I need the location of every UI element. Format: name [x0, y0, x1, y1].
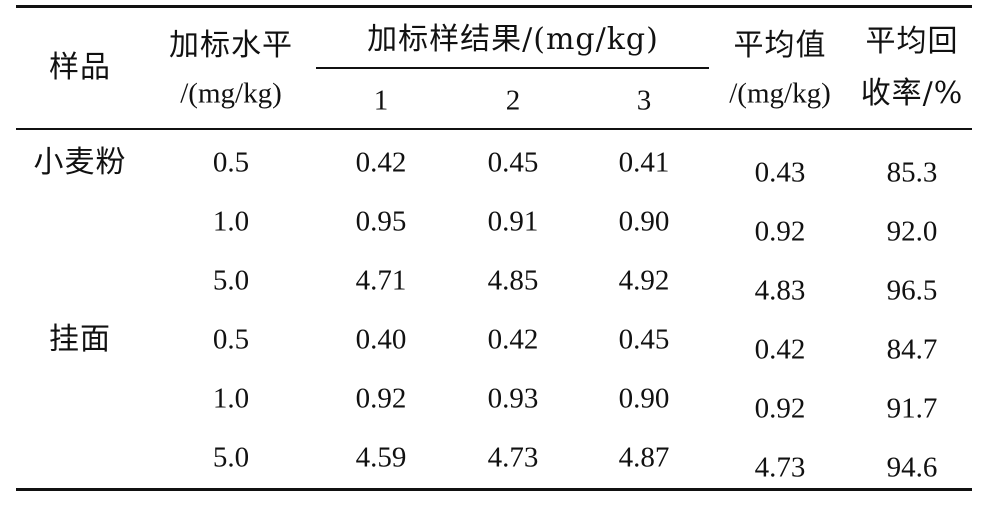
- header-replicate-3: 3: [637, 87, 652, 116]
- cell-replicate-3: 0.90: [619, 385, 670, 414]
- cell-spike-level: 1.0: [213, 208, 249, 237]
- group-rule: [316, 67, 709, 69]
- cell-replicate-3: 0.41: [619, 149, 670, 178]
- cell-sample: 小麦粉: [34, 148, 127, 178]
- cell-replicate-2: 0.45: [488, 149, 539, 178]
- cell-replicate-2: 0.91: [488, 208, 539, 237]
- cell-replicate-2: 0.93: [488, 385, 539, 414]
- cell-replicate-3: 0.45: [619, 326, 670, 355]
- cell-recovery: 92.0: [887, 218, 938, 247]
- header-replicate-1: 1: [374, 87, 389, 116]
- cell-replicate-2: 0.42: [488, 326, 539, 355]
- cell-mean: 0.92: [755, 395, 806, 424]
- header-mean-unit: /(mg/kg): [729, 80, 831, 109]
- header-recovery-unit: 收率/%: [861, 79, 964, 109]
- header-recovery: 平均回: [866, 27, 959, 57]
- cell-recovery: 85.3: [887, 159, 938, 188]
- cell-replicate-1: 4.71: [356, 267, 407, 296]
- cell-mean: 0.42: [755, 336, 806, 365]
- cell-mean: 4.73: [755, 454, 806, 483]
- cell-recovery: 91.7: [887, 395, 938, 424]
- header-replicate-2: 2: [506, 87, 521, 116]
- header-spike-level: 加标水平: [169, 31, 293, 61]
- cell-replicate-2: 4.73: [488, 444, 539, 473]
- bottom-rule: [16, 488, 972, 491]
- cell-replicate-1: 0.95: [356, 208, 407, 237]
- cell-replicate-1: 0.40: [356, 326, 407, 355]
- cell-spike-level: 1.0: [213, 385, 249, 414]
- header-spike-level-unit: /(mg/kg): [180, 80, 282, 109]
- cell-spike-level: 5.0: [213, 267, 249, 296]
- cell-replicate-3: 0.90: [619, 208, 670, 237]
- cell-mean: 0.43: [755, 159, 806, 188]
- cell-mean: 4.83: [755, 277, 806, 306]
- cell-replicate-1: 0.92: [356, 385, 407, 414]
- cell-replicate-3: 4.87: [619, 444, 670, 473]
- cell-spike-level: 0.5: [213, 149, 249, 178]
- top-rule: [16, 5, 972, 8]
- cell-spike-level: 5.0: [213, 444, 249, 473]
- cell-mean: 0.92: [755, 218, 806, 247]
- header-mean: 平均值: [734, 31, 827, 61]
- cell-replicate-3: 4.92: [619, 267, 670, 296]
- cell-sample: 挂面: [49, 325, 111, 355]
- cell-replicate-1: 4.59: [356, 444, 407, 473]
- cell-recovery: 94.6: [887, 454, 938, 483]
- header-rule: [16, 128, 972, 130]
- cell-replicate-1: 0.42: [356, 149, 407, 178]
- cell-spike-level: 0.5: [213, 326, 249, 355]
- cell-recovery: 96.5: [887, 277, 938, 306]
- cell-replicate-2: 4.85: [488, 267, 539, 296]
- header-results-group: 加标样结果/(mg/kg): [367, 25, 659, 55]
- cell-recovery: 84.7: [887, 336, 938, 365]
- header-sample: 样品: [49, 53, 111, 83]
